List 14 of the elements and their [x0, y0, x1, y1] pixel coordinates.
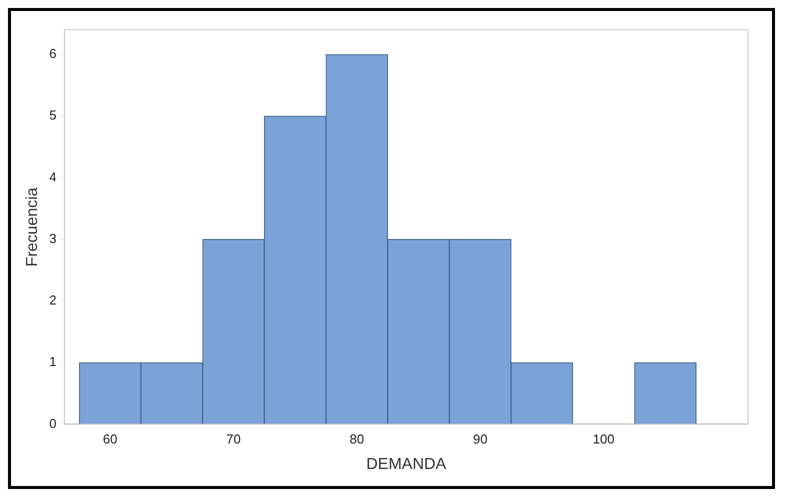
x-tick-label: 70 [226, 432, 241, 447]
y-tick-label: 4 [49, 169, 56, 184]
y-tick-label: 3 [49, 230, 56, 246]
y-tick-label: 1 [49, 354, 56, 370]
y-tick-label: 6 [49, 46, 56, 62]
y-tick-label: 0 [49, 416, 56, 431]
y-tick-label: 2 [49, 292, 56, 308]
x-tick-label: 80 [350, 432, 364, 447]
y-axis-title: Frecuencia [24, 187, 42, 267]
x-tick-label: 90 [473, 432, 488, 447]
x-axis-title: DEMANDA [366, 456, 447, 473]
x-tick-label: 100 [592, 432, 614, 447]
x-tick-label: 60 [102, 432, 118, 447]
y-tick-label: 5 [49, 108, 56, 123]
